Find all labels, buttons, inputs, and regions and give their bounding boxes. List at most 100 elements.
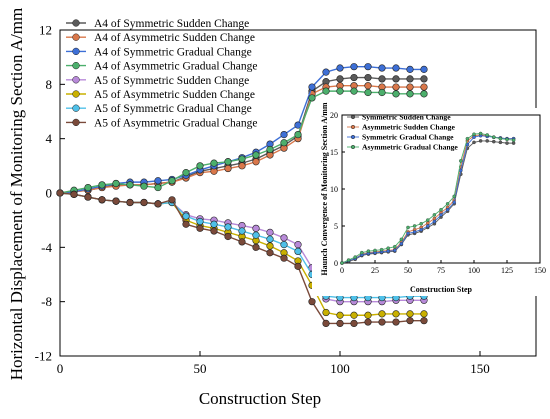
main-data-point <box>196 162 204 170</box>
main-data-point <box>364 63 372 71</box>
main-data-point <box>168 177 176 185</box>
main-y-tick-label: -4 <box>41 240 52 255</box>
inset-data-point <box>373 248 377 253</box>
inset-data-point <box>452 200 456 205</box>
main-data-point <box>154 183 162 192</box>
main-data-point <box>364 88 372 97</box>
main-legend-swatch-marker <box>72 33 80 41</box>
main-data-point <box>252 231 260 239</box>
inset-y-tick-label: 5 <box>334 222 338 231</box>
main-data-point <box>98 181 106 189</box>
inset-x-axis-title: Construction Step <box>410 285 473 294</box>
inset-x-tick-label: 0 <box>340 266 344 275</box>
main-legend-item: A4 of Symmetric Sudden Change <box>66 18 249 30</box>
inset-x-tick-label: 75 <box>437 266 445 275</box>
main-data-point <box>98 196 106 204</box>
main-legend-label: A5 of Symmetric Sudden Change <box>94 75 249 87</box>
main-data-point <box>224 232 232 241</box>
main-data-point <box>266 235 274 243</box>
inset-legend-swatch-marker <box>350 114 356 120</box>
inset-data-point <box>452 194 456 199</box>
inset-data-point <box>505 141 509 145</box>
inset-data-point <box>360 250 364 255</box>
main-y-tick-label: 0 <box>46 186 53 201</box>
main-data-point <box>70 190 78 198</box>
main-data-point <box>350 63 358 71</box>
main-data-point <box>112 179 120 188</box>
main-x-tick-label: 100 <box>330 361 350 376</box>
inset-data-point <box>498 140 503 145</box>
main-legend-swatch-marker <box>72 76 80 84</box>
main-data-point <box>182 212 190 220</box>
main-data-point <box>392 75 400 83</box>
inset-legend-item: Asymmetric Sudden Change <box>347 123 455 132</box>
inset-data-point <box>399 237 404 242</box>
inset-x-tick-label: 50 <box>404 266 412 275</box>
inset-data-point <box>472 132 476 136</box>
main-data-point <box>322 308 330 317</box>
main-legend-label: A4 of Symmetric Gradual Change <box>94 46 252 58</box>
main-legend-label: A4 of Asymmetric Gradual Change <box>94 61 258 73</box>
inset-data-point <box>426 218 430 222</box>
main-legend-label: A5 of Asymmetric Sudden Change <box>94 89 255 101</box>
inset-data-point <box>472 140 476 145</box>
main-data-point <box>224 164 232 173</box>
inset-data-point <box>445 202 450 206</box>
main-legend-item: A5 of Asymmetric Sudden Change <box>66 89 255 101</box>
main-data-point <box>392 310 400 318</box>
inset-data-point <box>393 244 397 249</box>
inset-data-point <box>399 242 404 246</box>
main-data-point <box>252 158 260 166</box>
main-data-point <box>196 217 204 226</box>
main-legend-item: A4 of Asymmetric Gradual Change <box>66 61 258 73</box>
main-data-point <box>196 224 204 232</box>
inset-data-point <box>478 131 483 136</box>
main-legend-swatch-marker <box>72 90 80 98</box>
main-y-tick-label: 12 <box>39 23 52 38</box>
main-data-point <box>266 249 274 257</box>
main-data-point <box>392 90 400 98</box>
main-data-point <box>140 198 148 207</box>
main-data-point <box>392 83 400 91</box>
main-series-group <box>56 63 428 328</box>
inset-data-point <box>386 246 390 250</box>
main-data-point <box>322 68 330 76</box>
main-data-point <box>308 298 316 306</box>
inset-data-point <box>439 207 443 212</box>
main-series-7 <box>56 189 428 328</box>
main-legend-label: A4 of Symmetric Sudden Change <box>94 18 249 30</box>
main-data-point <box>252 151 260 159</box>
inset-data-point <box>472 135 476 139</box>
main-data-point <box>364 318 372 326</box>
main-data-point <box>350 87 358 95</box>
main-data-point <box>336 75 344 83</box>
main-data-point <box>322 87 330 95</box>
inset-data-point <box>432 213 437 217</box>
inset-data-point <box>426 221 430 225</box>
main-data-point <box>168 196 176 204</box>
main-data-point <box>364 73 372 82</box>
main-data-point <box>420 317 428 325</box>
main-data-point <box>112 197 120 205</box>
main-data-point <box>378 310 386 318</box>
inset-data-point <box>393 248 397 253</box>
main-data-point <box>378 64 386 72</box>
main-data-point <box>210 227 218 235</box>
inset-data-point <box>445 207 450 212</box>
main-y-tick-label: -8 <box>41 294 52 309</box>
main-data-point <box>224 158 232 166</box>
inset-data-point <box>412 230 417 234</box>
inset-data-point <box>439 213 443 217</box>
main-data-point <box>154 200 162 208</box>
main-legend-swatch-marker <box>72 118 80 127</box>
inset-legend-swatch-marker <box>350 144 356 150</box>
inset-data-point <box>465 136 470 141</box>
main-data-point <box>336 311 344 319</box>
main-data-point <box>336 87 344 95</box>
main-data-point <box>294 262 302 270</box>
inset-data-point <box>498 136 503 141</box>
main-data-point <box>364 82 372 90</box>
inset-data-point <box>366 249 371 253</box>
inset-data-point <box>419 227 423 232</box>
